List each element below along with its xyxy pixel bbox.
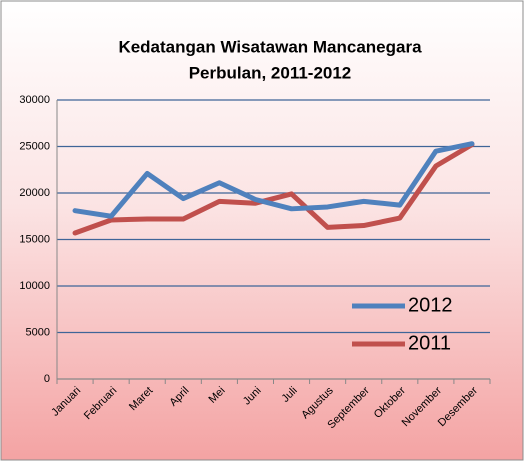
y-tick-label: 0 [44, 373, 50, 385]
series-line [72, 142, 475, 236]
series-line [72, 141, 475, 219]
y-tick-label: 20000 [19, 187, 50, 199]
y-tick-label: 15000 [19, 233, 50, 245]
chart-title: Perbulan, 2011-2012 [189, 63, 352, 82]
y-tick-label: 25000 [19, 140, 50, 152]
legend-label: 2011 [408, 332, 451, 354]
legend-label: 2012 [408, 294, 453, 316]
y-tick-label: 30000 [19, 94, 50, 106]
y-tick-label: 10000 [19, 280, 50, 292]
chart-title: Kedatangan Wisatawan Mancanegara [118, 37, 422, 56]
y-tick-label: 5000 [26, 326, 50, 338]
